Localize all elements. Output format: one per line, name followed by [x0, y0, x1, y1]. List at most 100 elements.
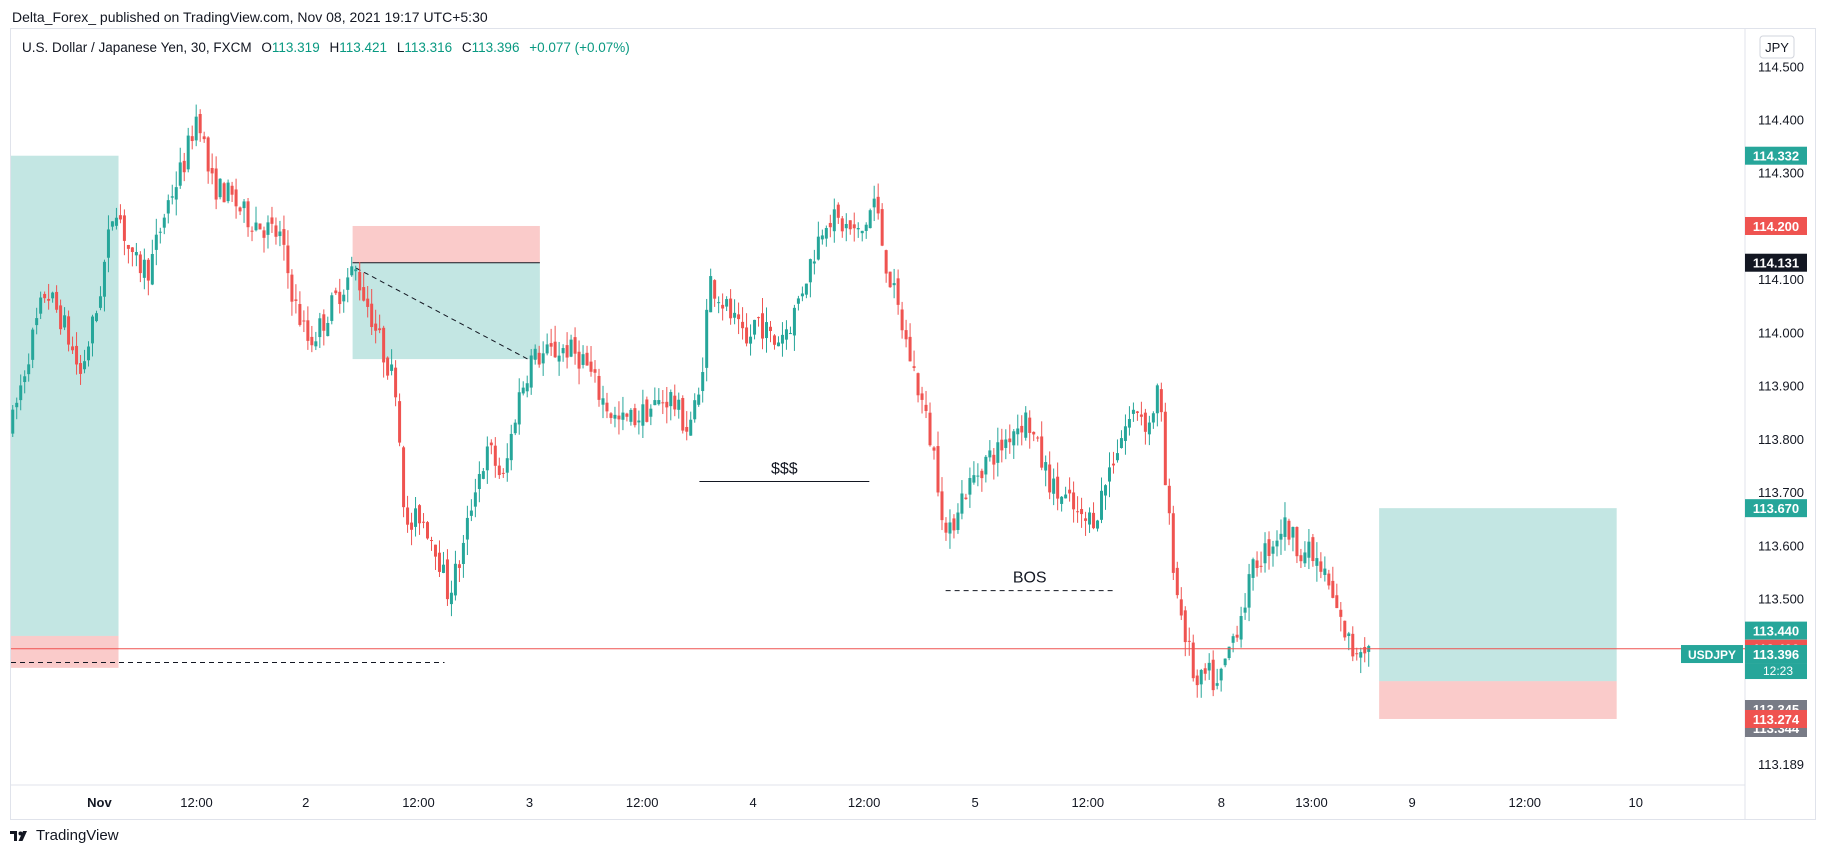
candle-body-182 — [737, 314, 741, 320]
candle-body-63 — [262, 230, 266, 238]
candle-body-154 — [625, 413, 629, 417]
candle-body-223 — [900, 309, 904, 331]
candle-body-325 — [1307, 541, 1311, 558]
candle-body-211 — [852, 224, 856, 229]
price-label-bg-0 — [1745, 146, 1807, 165]
candle-body-328 — [1319, 561, 1323, 572]
candle-body-75 — [310, 336, 314, 346]
candle-body-233 — [940, 491, 944, 521]
candle-body-127 — [517, 392, 521, 425]
low-value: 113.316 — [404, 40, 453, 55]
price-tick-4: 114.000 — [1758, 325, 1804, 340]
candle-body-126 — [513, 422, 517, 434]
publish-info: Delta_Forex_ published on TradingView.co… — [12, 9, 488, 25]
high-label: H — [329, 40, 340, 55]
candle-body-51 — [214, 168, 218, 200]
candle-body-262 — [1056, 476, 1060, 499]
candle-body-42 — [178, 162, 182, 186]
candle-body-48 — [202, 136, 206, 140]
candle-body-264 — [1064, 494, 1068, 499]
candle-body-276 — [1111, 463, 1115, 466]
candle-body-230 — [928, 412, 932, 446]
candle-body-2 — [19, 385, 23, 401]
candle-body-237 — [956, 512, 960, 530]
candle-body-91 — [374, 323, 378, 331]
price-tick-3: 114.100 — [1758, 272, 1804, 287]
price-tick-9: 113.500 — [1758, 592, 1804, 607]
candle-body-55 — [230, 185, 234, 195]
candle-body-261 — [1052, 478, 1056, 494]
candle-body-186 — [753, 319, 757, 335]
candle-body-213 — [860, 230, 864, 234]
candle-body-194 — [784, 329, 788, 340]
candle-body-268 — [1080, 508, 1084, 515]
candle-body-183 — [741, 321, 745, 329]
candle-body-46 — [194, 116, 198, 141]
price-label-bg-6 — [1745, 645, 1807, 664]
candle-body-181 — [733, 312, 737, 318]
annotation-label-1: $$$ — [771, 461, 798, 478]
candle-body-309 — [1243, 607, 1247, 613]
candle-body-210 — [848, 220, 852, 230]
chart-frame — [10, 28, 1816, 820]
candle-body-27 — [118, 215, 122, 220]
candle-body-159 — [645, 399, 649, 422]
candle-body-170 — [689, 419, 693, 436]
candle-body-158 — [641, 404, 645, 426]
candle-body-307 — [1235, 634, 1239, 638]
candle-body-282 — [1135, 411, 1139, 413]
candle-body-293 — [1179, 599, 1183, 616]
candle-body-273 — [1100, 490, 1104, 520]
currency-label: JPY — [1765, 40, 1789, 55]
candle-body-78 — [322, 314, 326, 331]
candle-body-122 — [497, 465, 501, 476]
candle-body-129 — [525, 383, 529, 392]
candle-body-270 — [1088, 512, 1092, 525]
candle-body-242 — [976, 475, 980, 477]
candle-body-249 — [1004, 439, 1008, 448]
candle-body-180 — [729, 298, 733, 319]
candle-body-36 — [154, 234, 158, 250]
candle-body-76 — [314, 341, 318, 347]
open-value: 113.319 — [271, 40, 320, 55]
candle-body-103 — [422, 521, 426, 523]
candle-body-296 — [1191, 642, 1195, 679]
candle-body-65 — [270, 217, 274, 224]
candle-body-163 — [661, 402, 665, 404]
candle-body-302 — [1215, 683, 1219, 686]
candle-body-319 — [1283, 517, 1287, 537]
candle-body-31 — [134, 252, 138, 256]
candle-body-281 — [1131, 409, 1135, 414]
candle-body-150 — [609, 413, 613, 418]
candle-body-73 — [302, 320, 306, 322]
candle-body-333 — [1339, 609, 1343, 617]
candle-body-64 — [266, 222, 270, 235]
candle-body-145 — [589, 361, 593, 372]
candle-body-157 — [637, 420, 641, 423]
candle-body-165 — [669, 392, 673, 407]
candle-body-39 — [166, 200, 170, 214]
candle-body-254 — [1024, 412, 1028, 438]
candle-body-329 — [1323, 568, 1327, 575]
candle-body-184 — [745, 327, 749, 344]
candle-body-277 — [1115, 453, 1119, 461]
price-tick-2: 114.300 — [1758, 166, 1804, 181]
candle-body-57 — [238, 207, 242, 212]
candle-body-283 — [1139, 414, 1143, 417]
candle-body-236 — [952, 518, 956, 531]
candle-body-89 — [366, 298, 370, 307]
candle-body-32 — [138, 254, 142, 274]
candle-body-188 — [761, 313, 765, 339]
price-label-bg-2 — [1745, 253, 1807, 272]
candle-body-251 — [1012, 431, 1016, 446]
candle-body-29 — [126, 244, 130, 249]
candle-body-248 — [1000, 439, 1004, 451]
candle-body-131 — [533, 348, 537, 360]
candle-body-71 — [294, 299, 298, 301]
time-tick-14: 10 — [1629, 795, 1643, 810]
countdown-label: 12:23 — [1763, 664, 1793, 678]
low-label: L — [396, 40, 405, 55]
candle-body-297 — [1195, 675, 1199, 686]
candle-body-58 — [242, 201, 246, 209]
